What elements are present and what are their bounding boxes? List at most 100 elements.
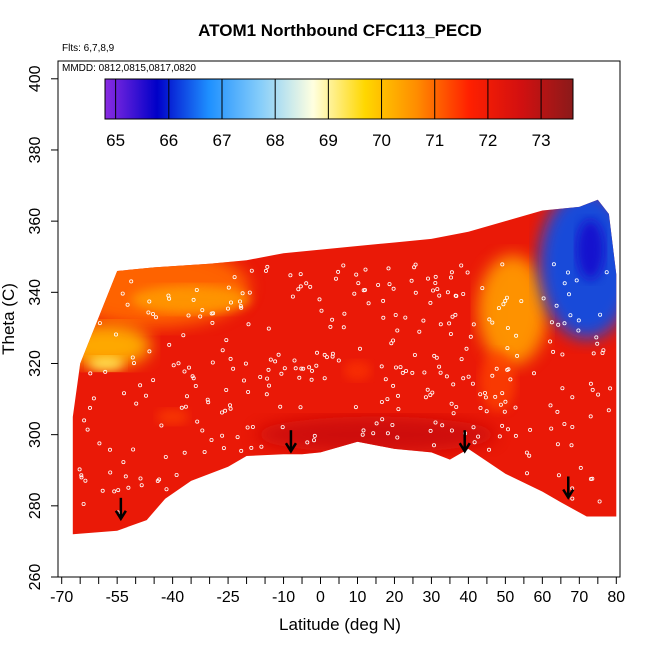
colorbar-tick-label: 72 [478, 131, 497, 150]
sample-point [258, 374, 263, 379]
sample-point [319, 308, 324, 313]
sample-point [588, 476, 593, 481]
sample-point [505, 325, 510, 330]
sample-point [588, 381, 593, 386]
sample-point [356, 281, 361, 286]
sample-point [468, 334, 473, 339]
sample-point [389, 341, 394, 346]
sample-point [430, 390, 435, 395]
sample-point [176, 361, 181, 366]
sample-point [478, 405, 483, 410]
arrow-marker-head [114, 510, 127, 522]
sample-point [131, 361, 136, 366]
sample-point [164, 487, 169, 492]
sample-point [423, 395, 428, 400]
sample-point [570, 424, 575, 429]
field-streak [131, 285, 252, 314]
sample-point [130, 355, 135, 360]
sample-point [450, 314, 455, 319]
sample-point [595, 341, 600, 346]
sample-point [184, 394, 189, 399]
sample-point [472, 440, 477, 445]
sample-point [186, 313, 191, 318]
sample-point [596, 392, 601, 397]
sample-point [125, 302, 130, 307]
sample-point [374, 421, 379, 426]
sample-point [259, 444, 264, 449]
sample-point [266, 383, 271, 388]
y-tick-label: 320 [27, 350, 44, 377]
sample-point [437, 364, 442, 369]
sample-point [147, 299, 152, 304]
sample-point [314, 350, 319, 355]
sample-point [576, 328, 581, 333]
sample-point [504, 295, 509, 300]
sample-point [330, 317, 335, 322]
sample-point [484, 409, 489, 414]
colorbar-bar [104, 78, 574, 120]
sample-point [453, 312, 458, 317]
sample-point [490, 320, 495, 325]
sample-point [250, 424, 255, 429]
sample-point [297, 375, 302, 380]
sample-point [500, 391, 505, 396]
sample-point [296, 287, 301, 292]
sample-point [381, 315, 386, 320]
sample-point [198, 314, 203, 319]
sample-point [556, 322, 561, 327]
sample-point [211, 311, 216, 316]
sample-point [134, 401, 139, 406]
sample-point [591, 351, 596, 356]
sample-point [276, 352, 281, 357]
flight-markers [114, 430, 575, 522]
sample-point [304, 281, 309, 286]
sample-point [390, 422, 395, 427]
sample-point [428, 428, 433, 433]
sample-point [412, 265, 417, 270]
sample-point [239, 448, 244, 453]
sample-point [391, 383, 396, 388]
sample-point [574, 278, 579, 283]
sample-point [174, 472, 179, 477]
sample-point [569, 443, 574, 448]
sample-point [308, 284, 313, 289]
sample-point [606, 408, 611, 413]
sample-point [505, 427, 510, 432]
sample-point [409, 278, 414, 283]
sample-point [333, 276, 338, 281]
sample-point [246, 322, 251, 327]
x-tick-label: -10 [272, 589, 295, 606]
y-tick-label: 340 [27, 279, 44, 306]
sample-point [486, 447, 491, 452]
colorbar-tick-label: 66 [159, 131, 178, 150]
sample-point [567, 292, 572, 297]
sample-point [379, 399, 384, 404]
sample-point [391, 338, 396, 343]
sample-point [237, 299, 242, 304]
sample-point [362, 287, 367, 292]
sample-point [221, 446, 226, 451]
sample-point [181, 333, 186, 338]
sample-point [182, 450, 187, 455]
sample-point [202, 449, 207, 454]
sample-point [568, 313, 573, 318]
sample-point [200, 308, 205, 313]
sample-point [400, 370, 405, 375]
sample-point [597, 499, 602, 504]
sample-point [440, 423, 445, 428]
sample-point [228, 300, 233, 305]
sample-point [232, 275, 237, 280]
chart-title: ATOM1 Northbound CFC113_PECD [198, 21, 482, 40]
sample-point [451, 411, 456, 416]
sample-point [461, 376, 466, 381]
sample-point [398, 365, 403, 370]
sample-point [328, 324, 333, 329]
flights-subtitle: Flts: 6,7,8,9 [62, 43, 115, 54]
sample-point [449, 428, 454, 433]
colorbar-tick-label: 68 [266, 131, 285, 150]
sample-point [562, 321, 567, 326]
sample-point [151, 378, 156, 383]
sample-point [246, 389, 251, 394]
sample-point [139, 483, 144, 488]
sample-point [413, 290, 418, 295]
